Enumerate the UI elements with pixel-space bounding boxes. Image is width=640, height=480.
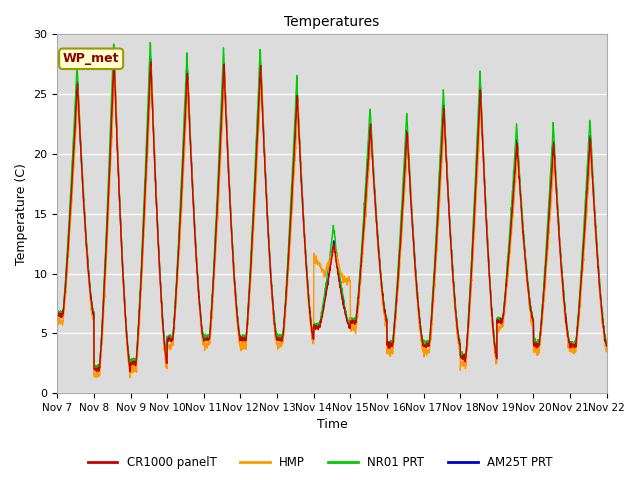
AM25T PRT: [570, 342, 578, 348]
HMP: [360, 228, 368, 234]
AM25T PRT: [348, 318, 356, 324]
AM25T PRT: [147, 56, 155, 62]
AM25T PRT: [603, 339, 611, 345]
NR01 PRT: [555, 215, 563, 221]
CR1000 panelT: [348, 317, 356, 323]
CR1000 panelT: [360, 219, 368, 225]
Text: WP_met: WP_met: [63, 52, 120, 65]
HMP: [492, 361, 500, 367]
HMP: [603, 344, 611, 349]
NR01 PRT: [207, 313, 215, 319]
AM25T PRT: [54, 312, 61, 318]
CR1000 panelT: [492, 352, 500, 358]
HMP: [54, 318, 61, 324]
AM25T PRT: [207, 312, 215, 318]
AM25T PRT: [93, 367, 101, 373]
Legend: CR1000 panelT, HMP, NR01 PRT, AM25T PRT: CR1000 panelT, HMP, NR01 PRT, AM25T PRT: [83, 452, 557, 474]
Line: AM25T PRT: AM25T PRT: [58, 59, 607, 370]
NR01 PRT: [492, 347, 500, 353]
NR01 PRT: [54, 308, 61, 314]
HMP: [555, 227, 563, 233]
HMP: [570, 350, 578, 356]
NR01 PRT: [147, 39, 154, 45]
NR01 PRT: [94, 367, 102, 372]
HMP: [126, 375, 134, 381]
NR01 PRT: [348, 315, 356, 321]
CR1000 panelT: [147, 59, 155, 65]
CR1000 panelT: [603, 343, 611, 349]
AM25T PRT: [492, 352, 500, 358]
AM25T PRT: [555, 222, 563, 228]
AM25T PRT: [360, 216, 368, 222]
CR1000 panelT: [126, 369, 134, 374]
NR01 PRT: [570, 341, 578, 347]
HMP: [207, 323, 215, 328]
HMP: [348, 325, 356, 331]
Line: NR01 PRT: NR01 PRT: [58, 42, 607, 370]
NR01 PRT: [603, 341, 611, 347]
NR01 PRT: [360, 200, 368, 206]
CR1000 panelT: [555, 222, 563, 228]
Line: CR1000 panelT: CR1000 panelT: [58, 62, 607, 372]
CR1000 panelT: [570, 344, 578, 349]
X-axis label: Time: Time: [317, 419, 348, 432]
Y-axis label: Temperature (C): Temperature (C): [15, 163, 28, 264]
Title: Temperatures: Temperatures: [284, 15, 380, 29]
CR1000 panelT: [54, 313, 61, 319]
HMP: [111, 62, 118, 68]
CR1000 panelT: [207, 317, 215, 323]
Line: HMP: HMP: [58, 65, 607, 378]
